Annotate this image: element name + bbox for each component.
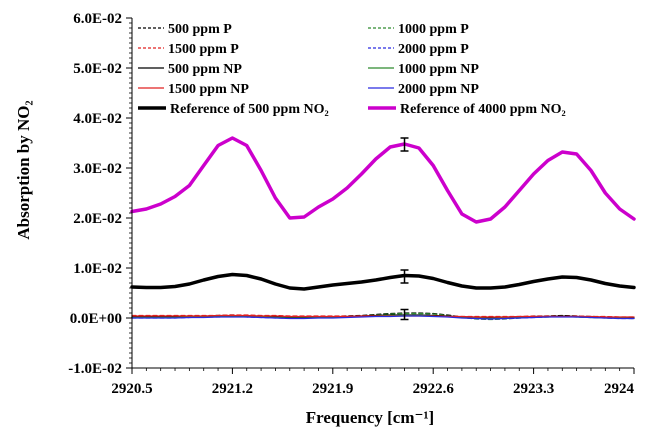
- legend-item-7: 2000 ppm NP: [368, 82, 479, 97]
- y-tick-label: 0.0E+00: [70, 311, 122, 327]
- y-tick-label: 2.0E-02: [73, 211, 122, 227]
- legend-item-4: 500 ppm NP: [138, 62, 242, 77]
- legend-label: Reference of 500 ppm NO₂: [170, 102, 329, 117]
- plot-area: [130, 136, 636, 321]
- error-bar-0: [400, 137, 409, 152]
- legend: 500 ppm P 1000 ppm P 1500 ppm P 2000 ppm P 5…: [138, 22, 566, 117]
- x-tick-label: 2921.9: [312, 381, 353, 397]
- x-tick-label: 2920.5: [111, 381, 152, 397]
- legend-label: 500 ppm NP: [168, 62, 242, 77]
- legend-item-3: 2000 ppm P: [368, 42, 469, 57]
- legend-label: Reference of 4000 ppm NO₂: [400, 102, 566, 117]
- error-bar-2: [400, 308, 409, 321]
- legend-item-1: 1000 ppm P: [368, 22, 469, 37]
- legend-label: 1500 ppm NP: [168, 82, 249, 97]
- legend-label: 500 ppm P: [168, 22, 232, 37]
- y-tick-label: 4.0E-02: [73, 111, 122, 127]
- y-tick-label: -1.0E-02: [68, 361, 122, 377]
- series-line-7: [131, 315, 635, 320]
- x-tick-label: 2921.2: [212, 381, 253, 397]
- axes: -1.0E-02 0.0E+00 1.0E-02 2.0E-02 3.0E-02 4.0E…: [68, 11, 635, 397]
- legend-item-6: 1500 ppm NP: [138, 82, 249, 97]
- y-axis-title: Absorption by NO₂: [14, 100, 33, 239]
- legend-item-2: 1500 ppm P: [138, 42, 239, 57]
- legend-label: 2000 ppm NP: [398, 82, 479, 97]
- y-tick-label: 3.0E-02: [73, 161, 122, 177]
- series-line-9: [130, 136, 636, 224]
- legend-label: 1500 ppm P: [168, 42, 239, 57]
- legend-item-0: 500 ppm P: [138, 22, 232, 37]
- legend-item-8: Reference of 500 ppm NO₂: [138, 102, 329, 117]
- legend-label: 1000 ppm NP: [398, 62, 479, 77]
- legend-label: 1000 ppm P: [398, 22, 469, 37]
- y-tick-label: 5.0E-02: [73, 61, 122, 77]
- y-tick-label: 1.0E-02: [73, 261, 122, 277]
- error-bar-1: [400, 269, 409, 284]
- x-tick-label: 2923.3: [513, 381, 554, 397]
- x-tick-label: 2922.6: [413, 381, 455, 397]
- series-line-8: [130, 272, 636, 291]
- legend-item-9: Reference of 4000 ppm NO₂: [368, 102, 566, 117]
- x-tick-label: 2924: [604, 381, 635, 397]
- legend-label: 2000 ppm P: [398, 42, 469, 57]
- y-tick-label: 6.0E-02: [73, 11, 122, 27]
- x-axis-title: Frequency [cm⁻¹]: [306, 408, 434, 427]
- legend-item-5: 1000 ppm NP: [368, 62, 479, 77]
